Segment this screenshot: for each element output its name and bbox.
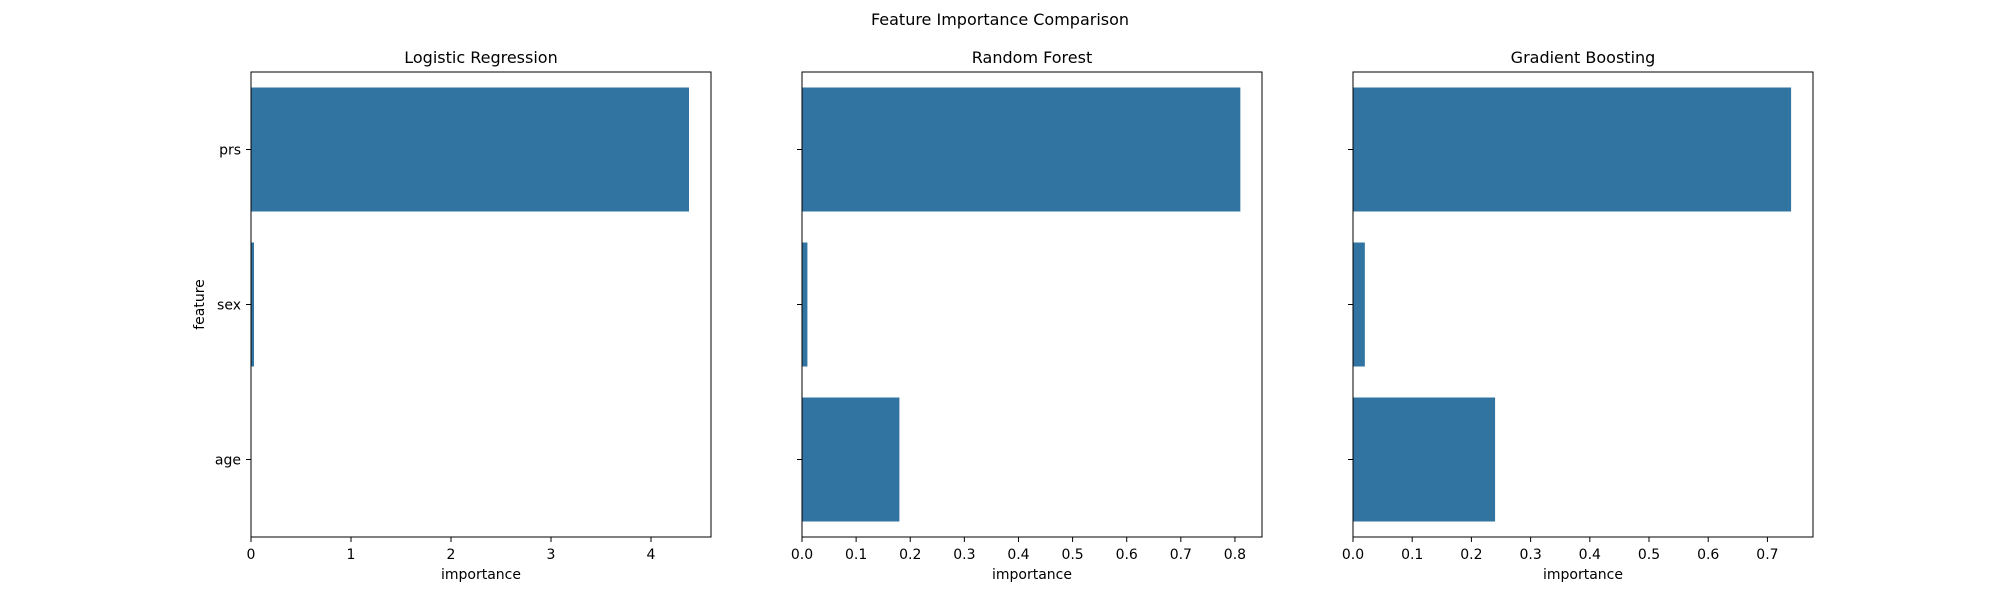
bar-prs xyxy=(1353,87,1792,212)
x-tick-label: 0.3 xyxy=(953,547,975,563)
x-tick-label: 0.6 xyxy=(1116,547,1138,563)
x-tick-label: 0.0 xyxy=(791,547,813,563)
x-tick-label: 4 xyxy=(647,547,656,563)
panel-title: Random Forest xyxy=(972,48,1092,67)
y-tick-label: sex xyxy=(217,298,241,314)
x-tick-label: 0.8 xyxy=(1224,547,1246,563)
bar-prs xyxy=(802,87,1241,212)
panel-title: Logistic Regression xyxy=(404,48,557,67)
x-tick-label: 0.0 xyxy=(1342,547,1364,563)
x-tick-label: 0.2 xyxy=(899,547,921,563)
x-tick-label: 0 xyxy=(247,547,256,563)
bar-sex xyxy=(251,242,254,367)
x-tick-label: 3 xyxy=(547,547,556,563)
x-tick-label: 0.5 xyxy=(1061,547,1083,563)
x-tick-label: 0.7 xyxy=(1170,547,1192,563)
x-tick-label: 1 xyxy=(347,547,356,563)
bar-sex xyxy=(802,242,808,367)
x-tick-label: 2 xyxy=(447,547,456,563)
x-axis-label: importance xyxy=(441,567,521,583)
x-tick-label: 0.4 xyxy=(1579,547,1601,563)
x-tick-label: 0.5 xyxy=(1638,547,1660,563)
x-tick-label: 0.3 xyxy=(1519,547,1541,563)
x-axis-label: importance xyxy=(992,567,1072,583)
y-tick-label: age xyxy=(215,453,241,469)
x-tick-label: 0.1 xyxy=(845,547,867,563)
x-axis-label: importance xyxy=(1543,567,1623,583)
figure-title: Feature Importance Comparison xyxy=(870,10,1130,29)
y-axis-label: feature xyxy=(192,279,208,330)
bar-sex xyxy=(1353,242,1365,367)
bar-prs xyxy=(251,87,689,212)
bar-age xyxy=(1353,397,1496,522)
x-tick-label: 0.6 xyxy=(1697,547,1719,563)
bar-age xyxy=(802,397,900,522)
panel-title: Gradient Boosting xyxy=(1511,48,1656,67)
y-tick-label: prs xyxy=(219,143,241,159)
x-tick-label: 0.4 xyxy=(1007,547,1029,563)
x-tick-label: 0.2 xyxy=(1460,547,1482,563)
x-tick-label: 0.1 xyxy=(1401,547,1423,563)
x-tick-label: 0.7 xyxy=(1756,547,1778,563)
